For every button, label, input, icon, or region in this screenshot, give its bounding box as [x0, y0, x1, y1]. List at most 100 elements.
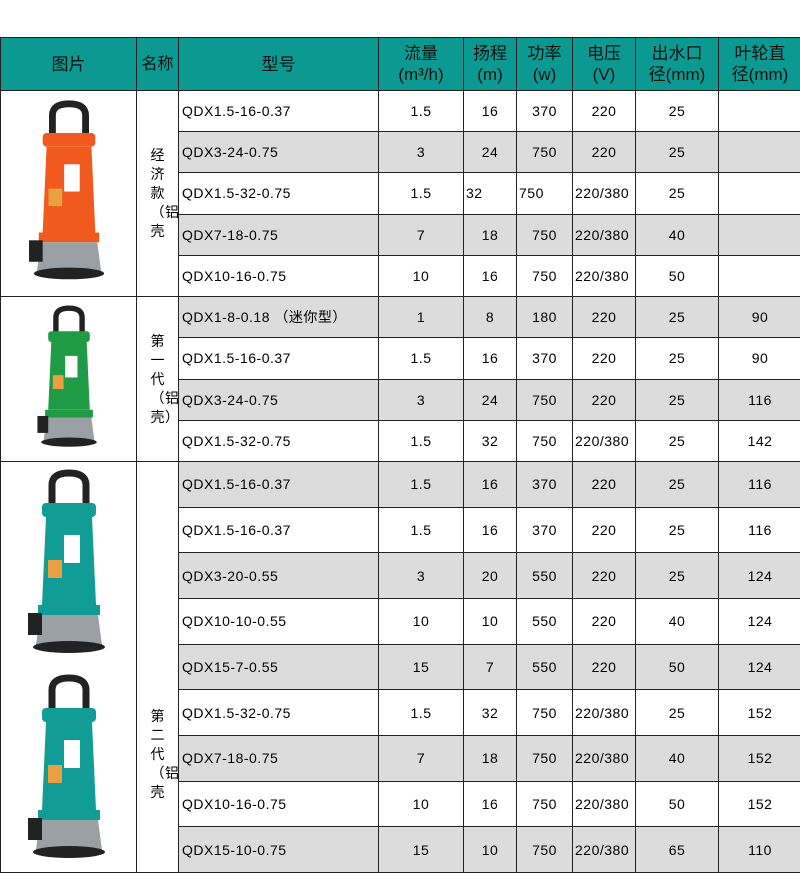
model-cell: QDX10-10-0.55 [179, 598, 379, 644]
model-cell: QDX1.5-16-0.37 [179, 338, 379, 379]
head-cell: 32 [464, 173, 517, 214]
voltage-cell: 220 [573, 379, 636, 420]
power-cell: 370 [517, 462, 573, 508]
power-cell: 370 [517, 338, 573, 379]
voltage-unit: (V) [593, 65, 616, 84]
voltage-cell: 220 [573, 132, 636, 173]
pump-spec-table: 图片 名称 型号 流量(m³/h) 扬程(m) 功率(w) 电压(V) 出水口径… [0, 37, 800, 873]
power-cell: 750 [517, 255, 573, 296]
head-cell: 16 [464, 255, 517, 296]
flow-cell: 1.5 [379, 507, 464, 553]
voltage-cell: 220/380 [573, 420, 636, 461]
voltage-cell: 220/380 [573, 214, 636, 255]
voltage-label: 电压 [587, 44, 621, 63]
voltage-cell: 220/380 [573, 827, 636, 873]
model-cell: QDX1-8-0.18 （迷你型） [179, 297, 379, 338]
flow-cell: 15 [379, 827, 464, 873]
head-cell: 10 [464, 598, 517, 644]
head-cell: 24 [464, 379, 517, 420]
power-cell: 550 [517, 553, 573, 599]
impeller-cell: 90 [719, 297, 800, 338]
model-cell: QDX15-7-0.55 [179, 644, 379, 690]
pump-image-cell [1, 297, 137, 462]
impeller-cell: 116 [719, 507, 800, 553]
voltage-cell: 220/380 [573, 690, 636, 736]
flow-cell: 1.5 [379, 420, 464, 461]
model-cell: QDX10-16-0.75 [179, 255, 379, 296]
outlet-cell: 40 [636, 214, 719, 255]
head-cell: 18 [464, 214, 517, 255]
outlet-cell: 25 [636, 553, 719, 599]
power-cell: 180 [517, 297, 573, 338]
model-cell: QDX10-16-0.75 [179, 781, 379, 827]
model-cell: QDX1.5-32-0.75 [179, 420, 379, 461]
impeller-cell [719, 173, 800, 214]
header-model: 型号 [179, 38, 379, 91]
model-cell: QDX7-18-0.75 [179, 735, 379, 781]
outlet-cell: 25 [636, 91, 719, 132]
voltage-cell: 220 [573, 553, 636, 599]
head-cell: 7 [464, 644, 517, 690]
impeller-cell: 116 [719, 379, 800, 420]
impeller-cell [719, 214, 800, 255]
pump-image [24, 302, 114, 456]
outlet-cell: 25 [636, 338, 719, 379]
outlet-cell: 50 [636, 255, 719, 296]
power-cell: 750 [517, 132, 573, 173]
head-cell: 32 [464, 690, 517, 736]
voltage-cell: 220/380 [573, 735, 636, 781]
outlet-cell: 40 [636, 735, 719, 781]
impeller-cell: 142 [719, 420, 800, 461]
power-cell: 370 [517, 91, 573, 132]
impeller-unit: 径(mm) [732, 65, 789, 84]
power-cell: 750 [517, 781, 573, 827]
head-unit: (m) [477, 65, 502, 84]
header-name: 名称 [137, 38, 179, 91]
pump-image-cell [1, 462, 137, 873]
impeller-cell: 110 [719, 827, 800, 873]
head-cell: 16 [464, 781, 517, 827]
impeller-cell: 152 [719, 690, 800, 736]
power-cell: 750 [517, 827, 573, 873]
power-cell: 550 [517, 598, 573, 644]
model-cell: QDX3-24-0.75 [179, 132, 379, 173]
voltage-cell: 220/380 [573, 173, 636, 214]
header-row: 图片 名称 型号 流量(m³/h) 扬程(m) 功率(w) 电压(V) 出水口径… [1, 38, 800, 91]
flow-cell: 10 [379, 598, 464, 644]
outlet-cell: 25 [636, 173, 719, 214]
power-cell: 750 [517, 214, 573, 255]
outlet-cell: 65 [636, 827, 719, 873]
power-cell: 370 [517, 507, 573, 553]
series-name: 第一代（铝壳） [151, 332, 165, 427]
flow-cell: 3 [379, 132, 464, 173]
series-name: 经济款（铝壳 [151, 146, 165, 241]
flow-cell: 3 [379, 379, 464, 420]
flow-cell: 1.5 [379, 462, 464, 508]
model-cell: QDX7-18-0.75 [179, 214, 379, 255]
flow-cell: 7 [379, 735, 464, 781]
outlet-cell: 25 [636, 297, 719, 338]
head-cell: 16 [464, 507, 517, 553]
impeller-cell: 124 [719, 553, 800, 599]
head-cell: 32 [464, 420, 517, 461]
voltage-cell: 220 [573, 91, 636, 132]
impeller-cell: 152 [719, 735, 800, 781]
head-cell: 10 [464, 827, 517, 873]
power-label: 功率 [528, 44, 562, 63]
model-cell: QDX3-20-0.55 [179, 553, 379, 599]
head-label: 扬程 [473, 44, 507, 63]
flow-cell: 1.5 [379, 173, 464, 214]
series-name-cell: 第二代（铝壳 [137, 462, 179, 873]
impeller-cell [719, 91, 800, 132]
impeller-cell [719, 255, 800, 296]
model-cell: QDX1.5-32-0.75 [179, 690, 379, 736]
outlet-cell: 25 [636, 507, 719, 553]
outlet-cell: 25 [636, 462, 719, 508]
flow-cell: 7 [379, 214, 464, 255]
outlet-cell: 25 [636, 420, 719, 461]
model-cell: QDX3-24-0.75 [179, 379, 379, 420]
impeller-cell: 124 [719, 644, 800, 690]
model-cell: QDX15-10-0.75 [179, 827, 379, 873]
